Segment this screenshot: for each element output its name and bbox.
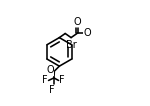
Text: O: O xyxy=(73,17,81,27)
Text: F: F xyxy=(59,75,65,85)
Text: F: F xyxy=(49,85,55,95)
Text: Br: Br xyxy=(66,40,77,50)
Text: O: O xyxy=(46,65,54,75)
Text: F: F xyxy=(42,75,48,85)
Text: O: O xyxy=(83,29,91,38)
